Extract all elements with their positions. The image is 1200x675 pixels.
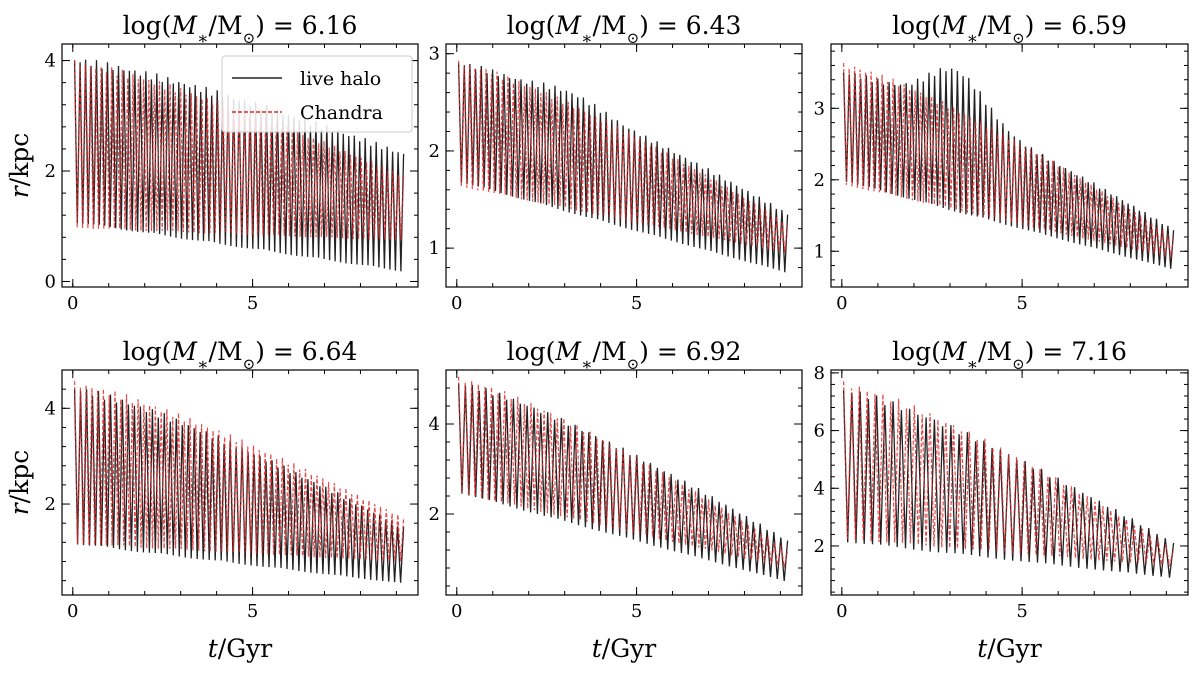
series-line-live-halo <box>73 389 405 583</box>
x-tick-label: 0 <box>836 601 847 622</box>
panel-title: log(M∗/M⊙) = 7.16 <box>892 337 1127 375</box>
panel-4: 0 5 2 4 log(M∗/M⊙) = 6.64 r/kpc t/Gyr <box>5 337 419 663</box>
x-tick-label: 5 <box>631 601 642 622</box>
y-tick-label: 4 <box>45 398 56 419</box>
plot-frame <box>61 369 419 596</box>
legend: live halo Chandra <box>221 55 413 133</box>
x-tick-label: 0 <box>451 293 462 314</box>
x-axis-label: t/Gyr <box>977 634 1042 663</box>
panel-3: 0 5 1 2 3 log(M∗/M⊙) = 6.59 <box>814 11 1189 314</box>
y-tick-label: 2 <box>814 536 825 557</box>
legend-label: Chandra <box>300 102 383 124</box>
y-axis-label: r/kpc <box>5 133 34 199</box>
y-tick-label: 2 <box>429 504 440 525</box>
panel-title: log(M∗/M⊙) = 6.16 <box>123 11 358 49</box>
y-tick-label: 1 <box>429 238 440 259</box>
x-tick-label: 5 <box>247 601 258 622</box>
x-tick-label: 5 <box>1016 601 1027 622</box>
series-line-live-halo <box>457 63 789 273</box>
x-tick-label: 0 <box>67 293 78 314</box>
panel-title: log(M∗/M⊙) = 6.43 <box>507 11 742 49</box>
y-tick-label: 4 <box>429 414 440 435</box>
series-line-chandra <box>458 376 789 568</box>
series-line-chandra <box>458 60 789 253</box>
series-line-chandra <box>74 381 405 562</box>
panel-title: log(M∗/M⊙) = 6.64 <box>123 337 358 375</box>
y-tick-label: 6 <box>814 421 825 442</box>
panel-6: 0 5 2 4 6 8 log(M∗/M⊙) = 7.16 t/Gyr <box>814 337 1189 663</box>
panel-title: log(M∗/M⊙) = 6.92 <box>507 337 742 375</box>
plot-frame <box>445 43 803 288</box>
series-line-live-halo <box>457 383 789 582</box>
y-tick-label: 0 <box>45 271 56 292</box>
x-tick-label: 0 <box>836 293 847 314</box>
panel-1: 0 5 0 2 4 log(M∗/M⊙) = 6.16 r/kpc live halo Chan… <box>5 11 419 314</box>
x-tick-label: 0 <box>67 601 78 622</box>
x-tick-label: 5 <box>247 293 258 314</box>
series-line-chandra <box>843 62 1175 258</box>
series-line-chandra <box>843 381 1175 567</box>
y-tick-label: 1 <box>814 241 825 262</box>
x-tick-label: 0 <box>451 601 462 622</box>
x-axis-label: t/Gyr <box>208 634 273 663</box>
y-tick-label: 3 <box>429 44 440 65</box>
y-tick-label: 4 <box>814 478 825 499</box>
legend-box <box>221 55 413 133</box>
panel-2: 0 5 1 2 3 log(M∗/M⊙) = 6.43 <box>429 11 803 314</box>
plot-frame <box>445 369 803 596</box>
y-tick-label: 2 <box>45 494 56 515</box>
y-tick-label: 2 <box>429 141 440 162</box>
legend-label: live halo <box>300 68 381 90</box>
panel-title: log(M∗/M⊙) = 6.59 <box>892 11 1127 49</box>
y-tick-label: 4 <box>45 51 56 72</box>
x-axis-label: t/Gyr <box>592 634 657 663</box>
y-tick-label: 2 <box>814 170 825 191</box>
panel-5: 0 5 2 4 log(M∗/M⊙) = 6.92 t/Gyr <box>429 337 803 663</box>
y-tick-label: 3 <box>814 98 825 119</box>
y-axis-label: r/kpc <box>5 450 34 516</box>
y-tick-label: 2 <box>45 161 56 182</box>
series-line-live-halo <box>842 68 1175 269</box>
y-tick-label: 8 <box>814 363 825 384</box>
x-tick-label: 5 <box>1016 293 1027 314</box>
plot-frame <box>61 43 419 288</box>
series-line-live-halo <box>842 390 1175 578</box>
x-tick-label: 5 <box>631 293 642 314</box>
plot-frame <box>830 369 1189 596</box>
